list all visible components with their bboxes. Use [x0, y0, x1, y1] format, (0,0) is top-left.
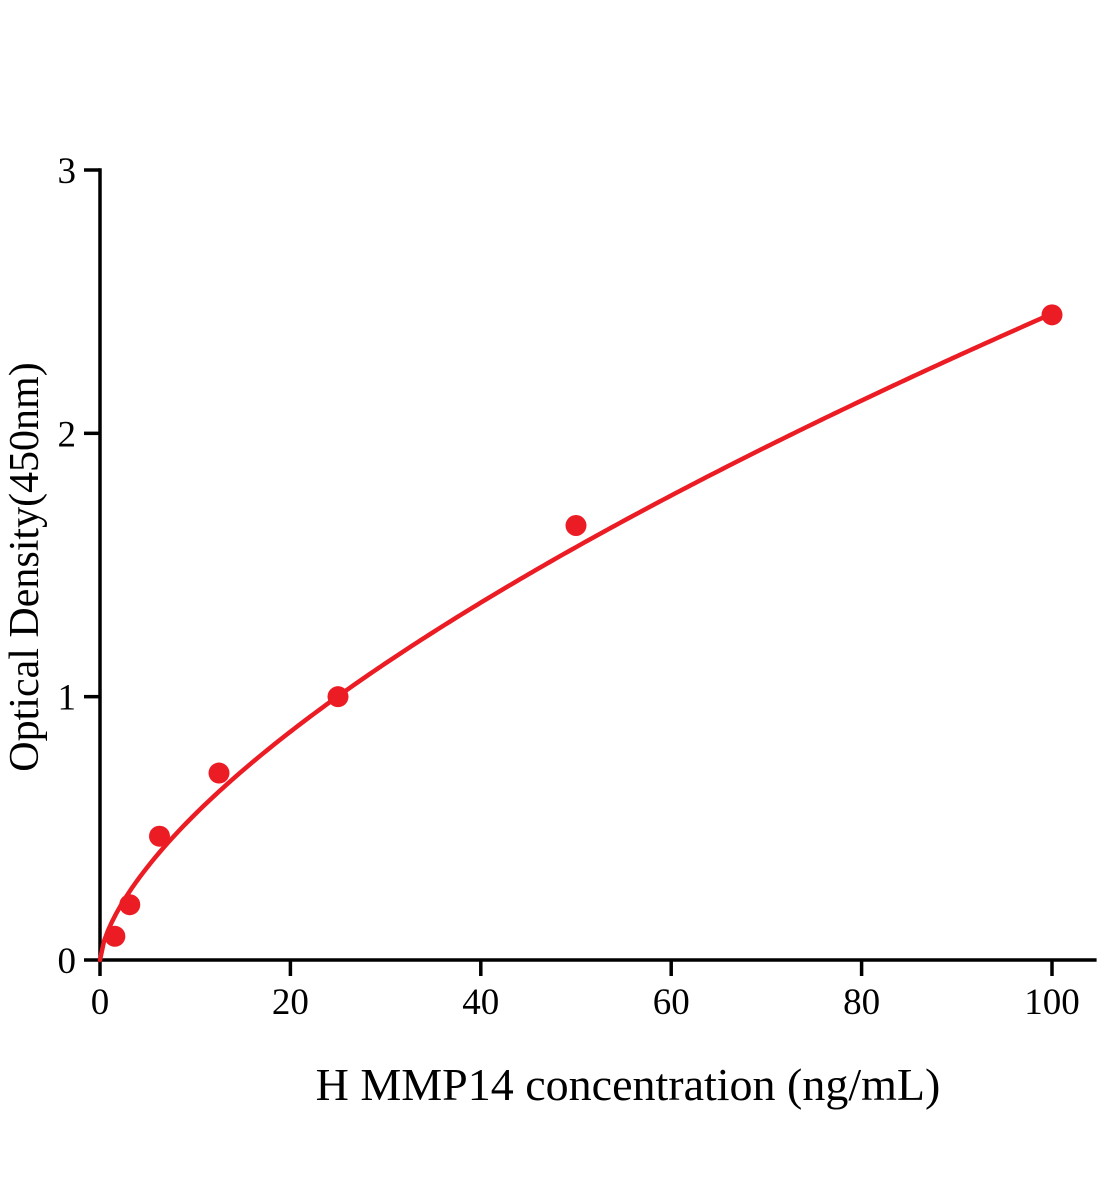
x-tick-label: 0	[91, 982, 110, 1023]
chart-generated-layer: 0 20 40 60 80 100 0 1 2 3	[58, 151, 1097, 1023]
y-tick-label: 1	[58, 678, 77, 719]
y-axis-label: Optical Density(450nm)	[2, 362, 48, 771]
x-tick-label: 60	[653, 982, 690, 1023]
x-tick-label: 20	[272, 982, 309, 1023]
y-tick-label: 0	[58, 941, 77, 982]
data-point	[1041, 304, 1063, 326]
data-point	[327, 686, 349, 708]
data-point	[119, 894, 141, 916]
x-tick-label: 80	[843, 982, 880, 1023]
x-tick-label: 40	[462, 982, 499, 1023]
x-tick-label: 100	[1024, 982, 1080, 1023]
data-point	[565, 515, 587, 537]
y-tick-label: 3	[58, 151, 77, 192]
data-point	[208, 762, 230, 784]
y-tick-label: 2	[58, 414, 77, 455]
data-point	[149, 825, 170, 847]
data-point	[104, 925, 126, 947]
x-axis-label: H MMP14 concentration (ng/mL)	[316, 1059, 941, 1110]
fit-curve	[97, 311, 1055, 963]
